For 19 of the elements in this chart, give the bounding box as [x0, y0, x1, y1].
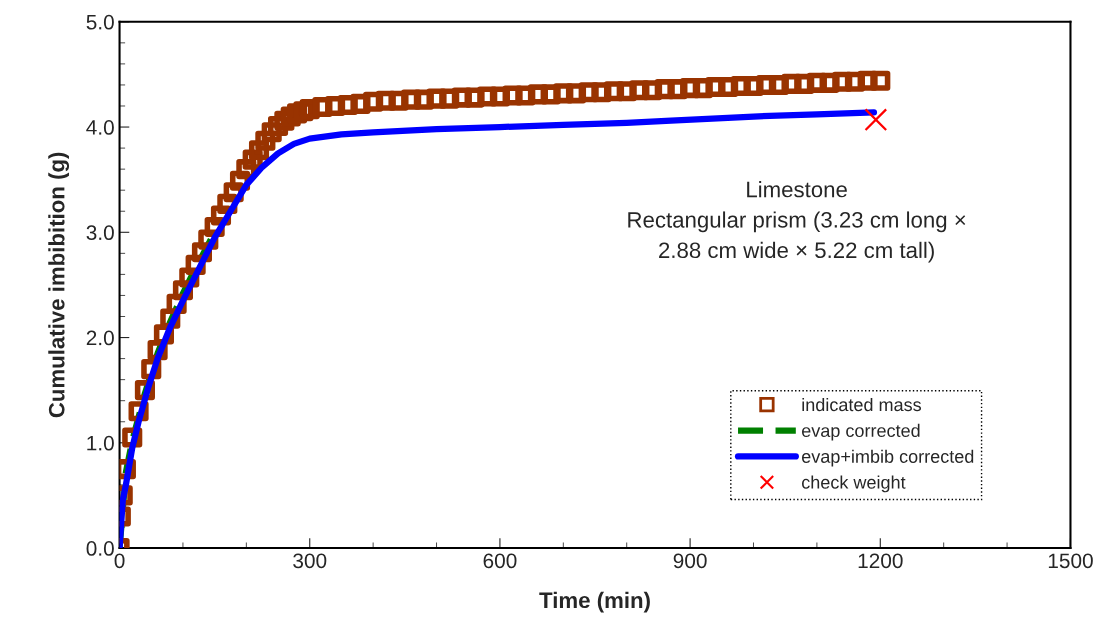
y-tick-label: 2.0	[86, 330, 114, 346]
legend-label: indicated mass	[802, 397, 922, 412]
annotation: Limestone Rectangular prism (3.23 cm long × 2.88 cm wide × 5.22 cm tall)	[628, 181, 966, 263]
x-tick-label: 1500	[1048, 553, 1093, 569]
legend-label: check weight	[802, 475, 906, 493]
y-tick-label: 4.0	[86, 120, 114, 135]
legend-label: evap corrected	[802, 423, 920, 441]
x-tick-label: 1200	[858, 553, 903, 569]
y-tick-label: 3.0	[86, 225, 114, 241]
x-tick-label: 600	[483, 553, 517, 569]
x-axis-title: Time (min)	[539, 591, 650, 613]
x-tick-label: 900	[673, 553, 707, 569]
x-tick-label: 0	[114, 553, 125, 569]
x-tick-label: 300	[293, 553, 327, 569]
y-tick-label: 1.0	[87, 435, 114, 451]
y-axis-title: Cumulative imbibition (g)	[48, 152, 70, 418]
legend-label: evap+imbib corrected	[802, 449, 974, 467]
y-tick-label: 0.0	[86, 541, 114, 556]
y-tick-label: 5.0	[86, 14, 114, 30]
